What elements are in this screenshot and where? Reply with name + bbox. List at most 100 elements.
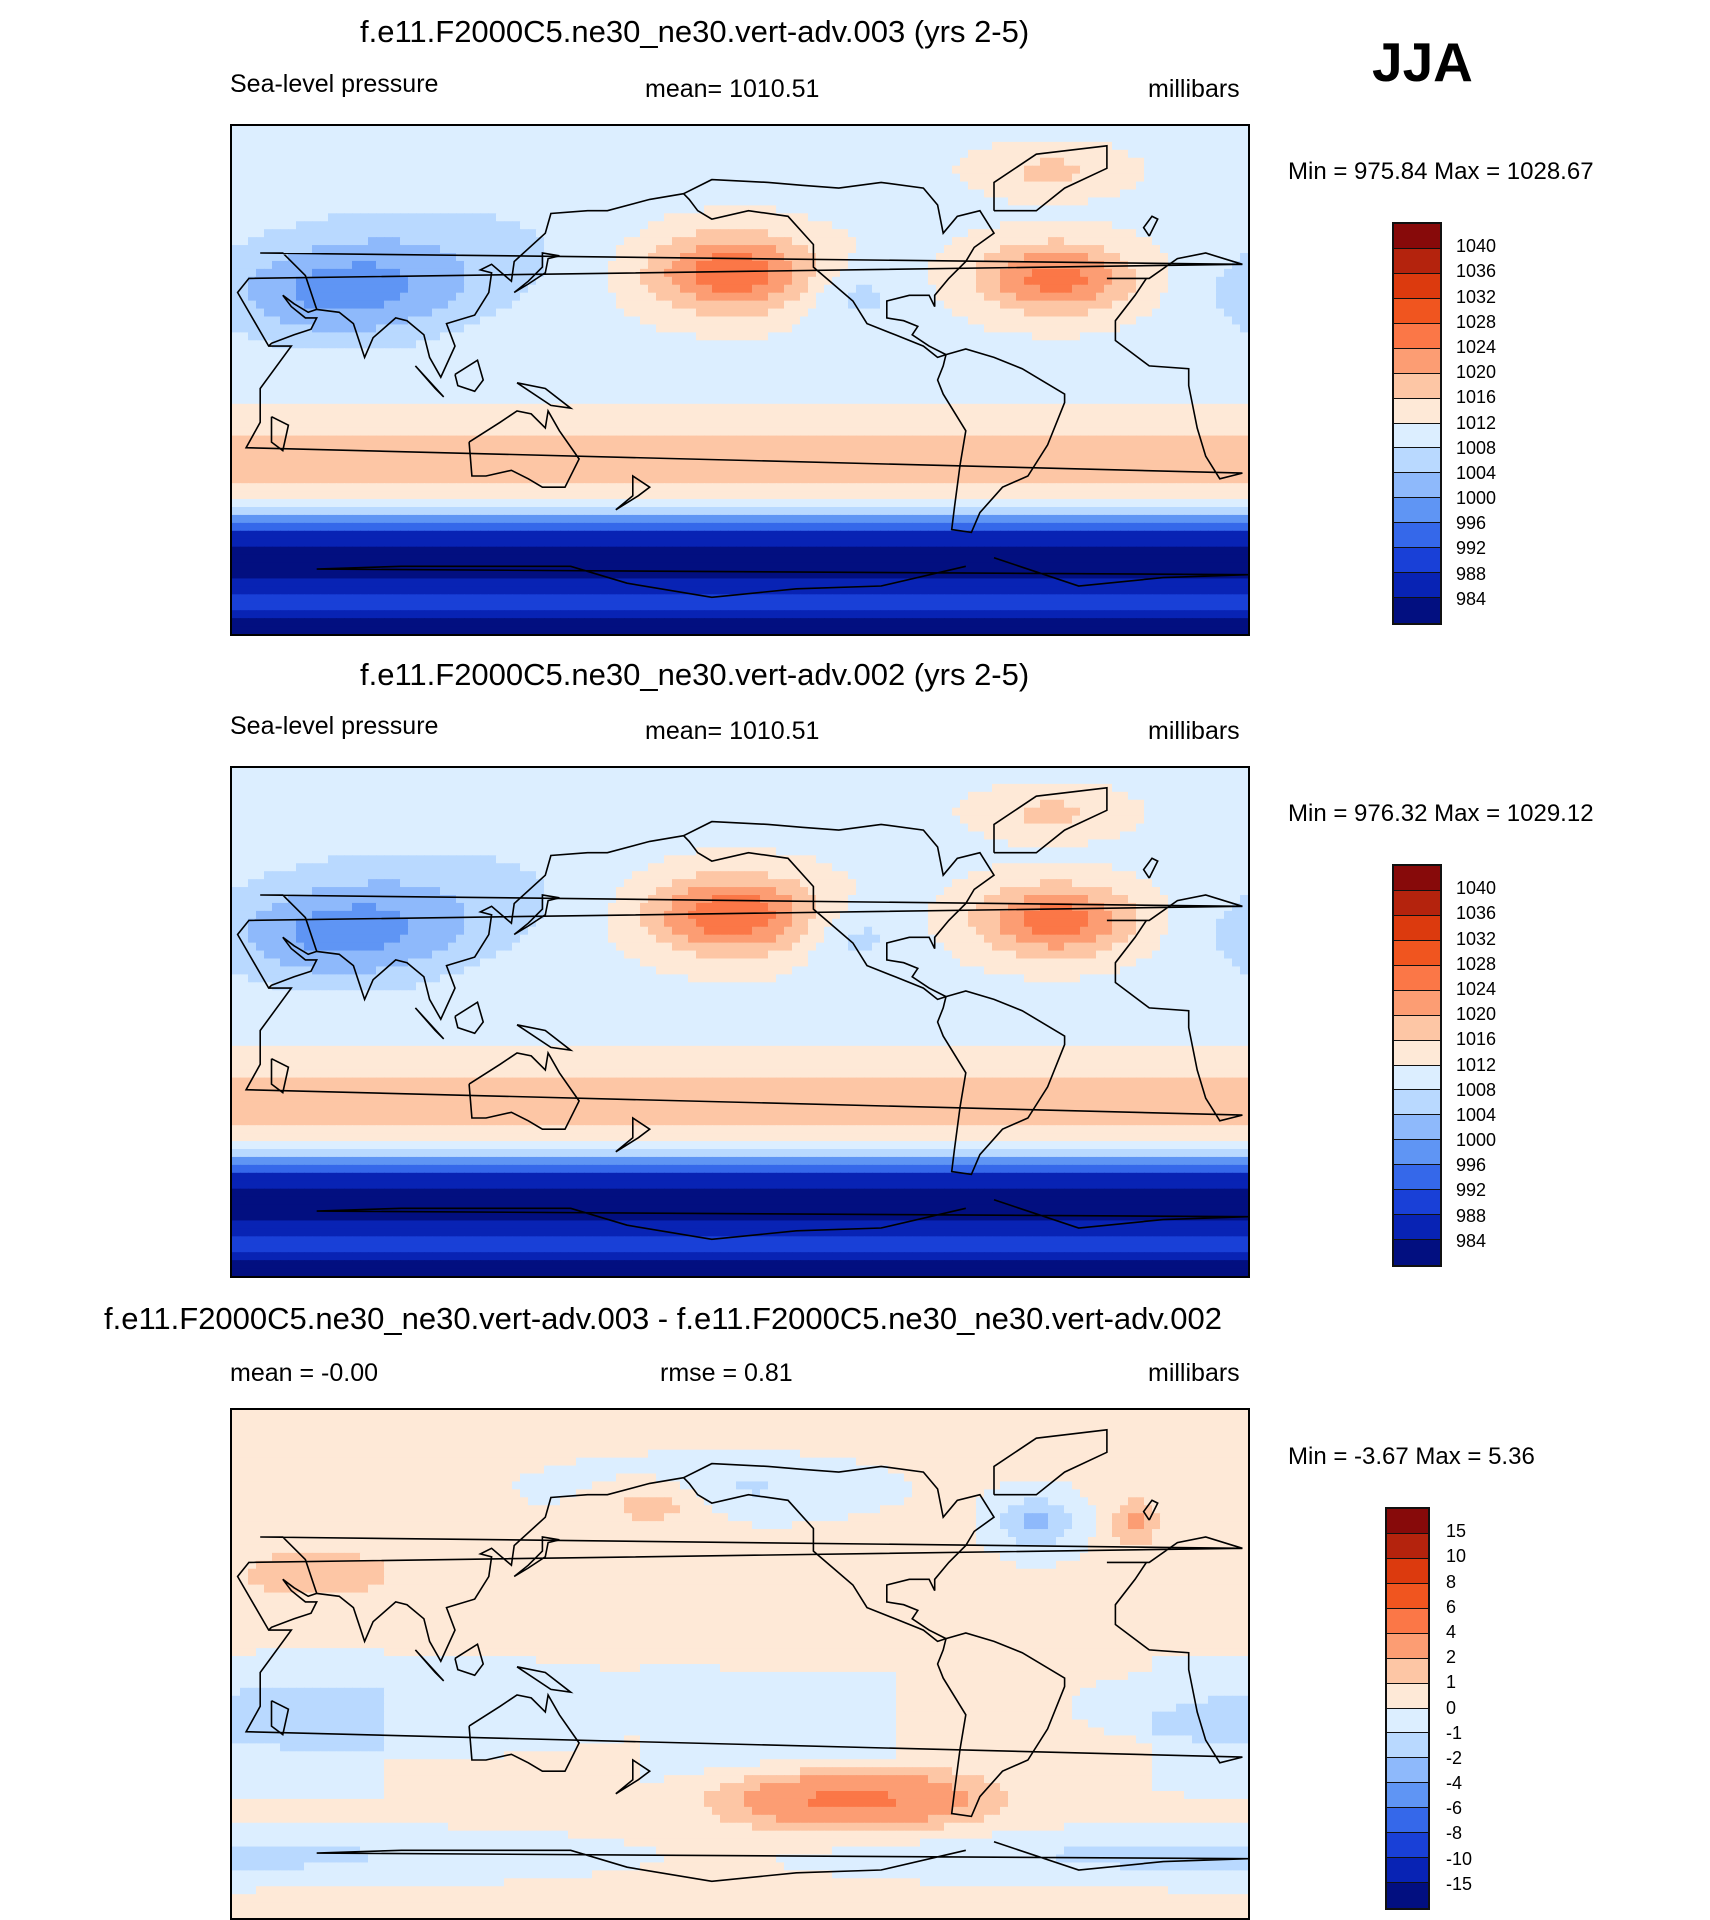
field-cell (1120, 380, 1129, 389)
field-cell (520, 134, 529, 143)
field-cell (1152, 174, 1161, 183)
field-cell (448, 245, 457, 254)
field-cell (504, 301, 513, 310)
field-cell (608, 332, 617, 341)
field-cell (824, 174, 833, 183)
field-cell (680, 221, 689, 230)
field-cell (504, 221, 513, 230)
field-cell (552, 237, 561, 246)
field-cell (352, 372, 361, 381)
field-cell (928, 285, 937, 294)
field-cell (472, 182, 481, 191)
field-cell (736, 166, 745, 175)
field-cell (584, 150, 593, 159)
field-cell (1000, 332, 1009, 341)
field-cell (968, 158, 977, 167)
field-cell (760, 166, 769, 175)
field-cell (728, 332, 737, 341)
field-cell (552, 332, 561, 341)
field-cell (560, 221, 569, 230)
field-cell (448, 420, 457, 429)
field-cell (1040, 412, 1049, 421)
field-cell (1072, 404, 1081, 413)
field-cell (256, 293, 265, 302)
field-cell (616, 388, 625, 397)
field-cell (408, 285, 417, 294)
field-cell (1016, 332, 1025, 341)
field-cell (320, 245, 329, 254)
field-cell (1048, 245, 1057, 254)
field-cell (896, 285, 905, 294)
field-cell (560, 197, 569, 206)
field-cell (432, 436, 441, 445)
field-cell (984, 182, 993, 191)
field-cell (1160, 277, 1169, 286)
field-cell (1016, 293, 1025, 302)
field-cell (504, 253, 513, 262)
field-cell (1176, 412, 1185, 421)
field-cell (1048, 221, 1057, 230)
field-cell (536, 205, 545, 214)
field-cell (808, 134, 817, 143)
field-cell (584, 213, 593, 222)
field-cell (824, 396, 833, 405)
field-cell (640, 229, 649, 238)
field-cell (776, 277, 785, 286)
field-cell (320, 285, 329, 294)
field-cell (1128, 285, 1137, 294)
field-cell (824, 245, 833, 254)
field-cell (888, 356, 897, 365)
field-cell (608, 340, 617, 349)
field-cell (848, 158, 857, 167)
field-cell (632, 388, 641, 397)
field-cell (1040, 134, 1049, 143)
field-cell (1104, 197, 1113, 206)
field-cell (392, 277, 401, 286)
field-cell (344, 197, 353, 206)
field-cell (1032, 190, 1041, 199)
field-cell (1168, 356, 1177, 365)
field-cell (584, 356, 593, 365)
field-cell (808, 229, 817, 238)
field-cell (336, 166, 345, 175)
field-cell (896, 380, 905, 389)
field-cell (1176, 324, 1185, 333)
field-cell (584, 332, 593, 341)
field-cell (704, 412, 713, 421)
field-cell (288, 190, 297, 199)
field-cell (696, 317, 705, 326)
field-cell (1072, 253, 1081, 262)
field-cell (848, 221, 857, 230)
field-cell (384, 324, 393, 333)
field-cell (448, 126, 457, 135)
field-cell (1192, 221, 1201, 230)
field-cell (1240, 166, 1248, 175)
field-cell (656, 229, 665, 238)
field-cell (896, 428, 905, 437)
field-cell (1008, 158, 1017, 167)
field-cell (1224, 166, 1233, 175)
field-cell (976, 309, 985, 318)
field-cell (1128, 396, 1137, 405)
field-cell (1168, 396, 1177, 405)
field-cell (400, 182, 409, 191)
field-cell (1064, 229, 1073, 238)
field-cell (248, 269, 257, 278)
field-cell (832, 166, 841, 175)
field-cell (832, 364, 841, 373)
field-cell (320, 182, 329, 191)
field-cell (568, 412, 577, 421)
field-cell (848, 364, 857, 373)
field-cell (608, 229, 617, 238)
field-cell (520, 229, 529, 238)
field-cell (1088, 229, 1097, 238)
field-cell (1216, 142, 1225, 151)
field-cell (1152, 356, 1161, 365)
field-cell (400, 309, 409, 318)
field-cell (512, 134, 521, 143)
field-cell (240, 261, 249, 270)
field-cell (1184, 420, 1193, 429)
field-cell (824, 324, 833, 333)
field-cell (808, 380, 817, 389)
field-cell (768, 348, 777, 357)
